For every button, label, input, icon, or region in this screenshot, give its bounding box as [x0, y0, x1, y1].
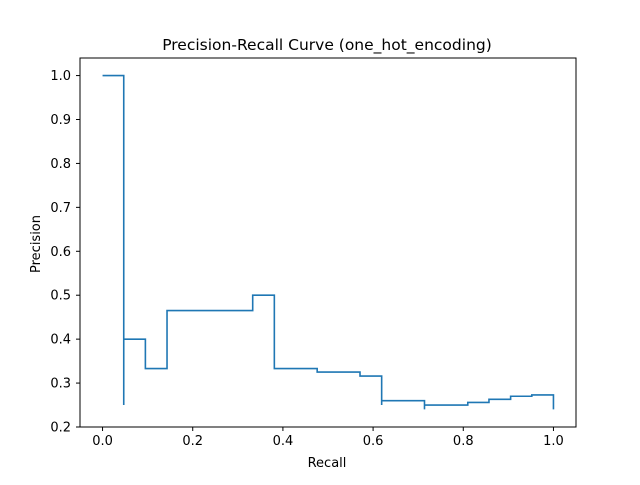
y-tick-label: 0.2: [50, 421, 71, 436]
y-tick-label: 0.9: [50, 113, 71, 128]
y-tick-label: 0.3: [50, 377, 71, 392]
y-tick-label: 0.4: [50, 333, 71, 348]
y-tick-label: 0.6: [50, 245, 71, 260]
x-tick-label: 0.4: [273, 434, 294, 449]
x-tick-label: 1.0: [543, 434, 564, 449]
y-tick-label: 0.8: [50, 157, 71, 172]
x-tick-label: 0.0: [92, 434, 113, 449]
x-tick-label: 0.6: [363, 434, 384, 449]
series-layer: [102, 74, 555, 410]
x-axis-ticks: 0.0 0.2 0.4 0.6 0.8 1.0: [92, 427, 564, 449]
x-tick-label: 0.8: [453, 434, 474, 449]
y-tick-label: 0.7: [50, 201, 71, 216]
precision-recall-step-line: [102, 74, 555, 410]
plot-frame: [79, 57, 577, 428]
x-tick-label: 0.2: [182, 434, 203, 449]
plot-area: [79, 57, 577, 428]
y-tick-label: 0.5: [50, 289, 71, 304]
y-axis-ticks: 0.2 0.3 0.4 0.5 0.6 0.7 0.8 0.9 1.0: [50, 69, 80, 436]
x-axis-label: Recall: [308, 456, 347, 471]
chart-title: Precision-Recall Curve (one_hot_encoding…: [162, 36, 492, 55]
y-tick-label: 1.0: [50, 69, 71, 84]
y-axis-label: Precision: [29, 215, 44, 273]
